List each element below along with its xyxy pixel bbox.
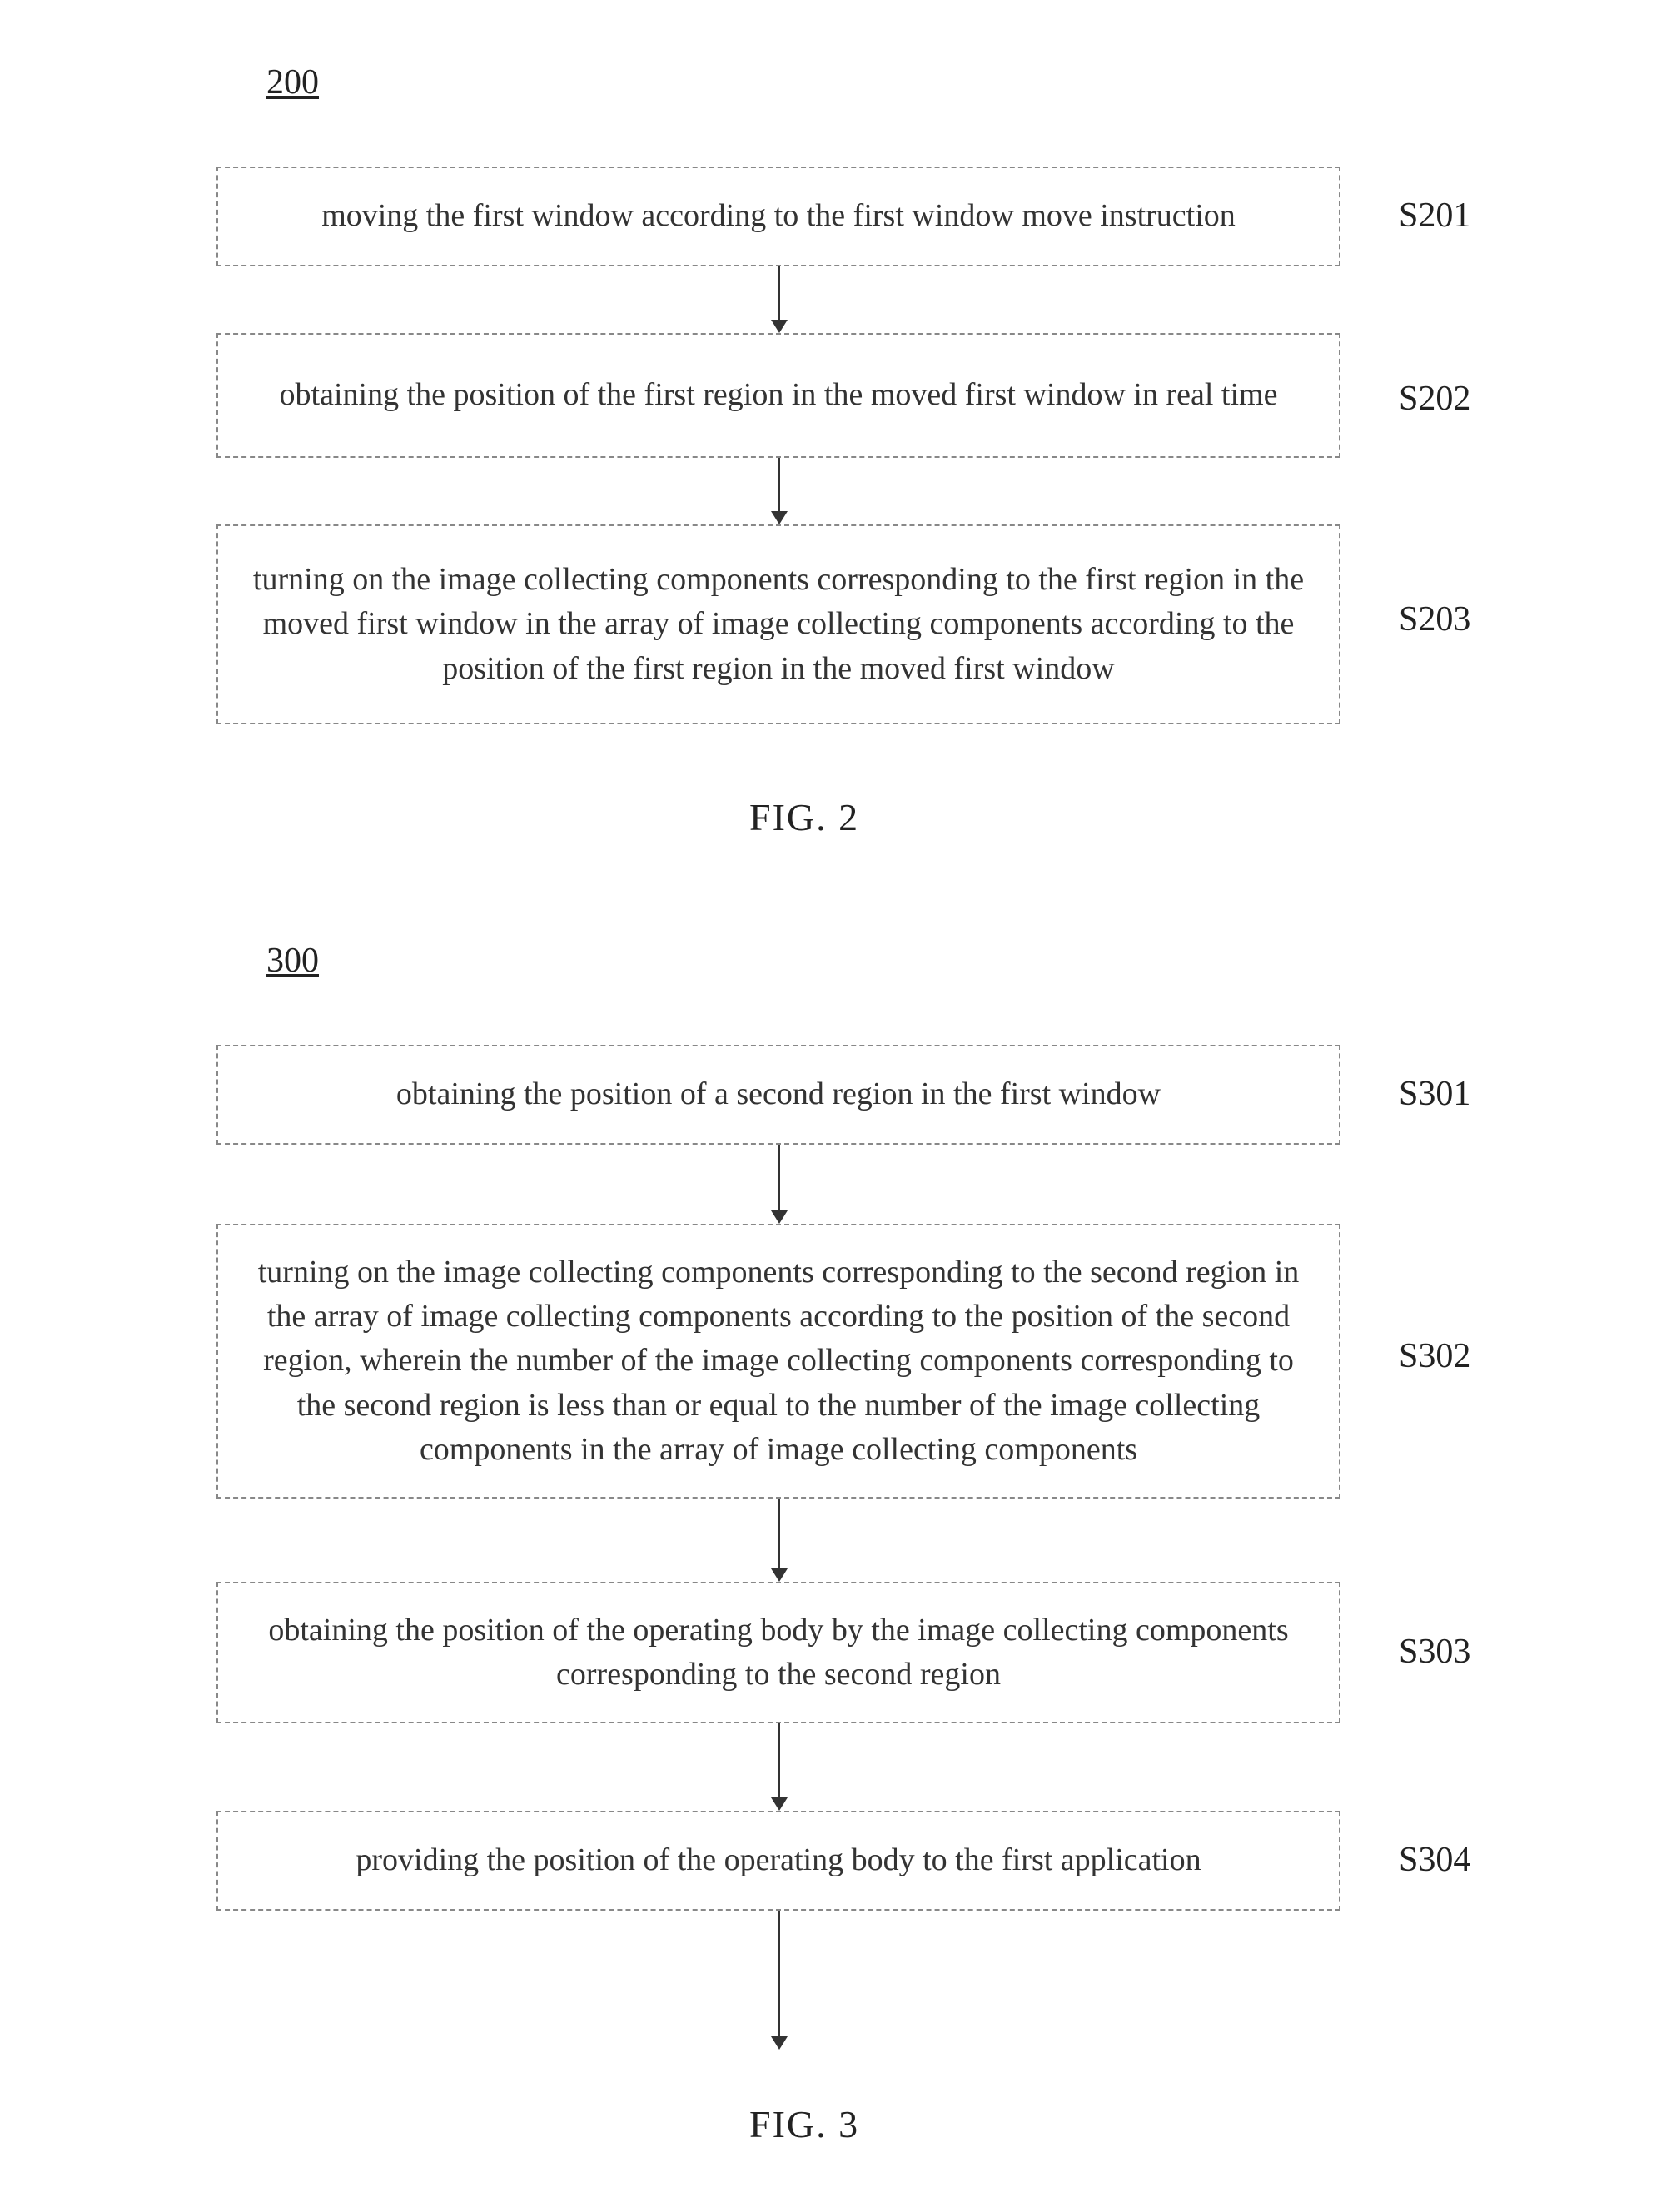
- arrow-s302-s303: [778, 1499, 780, 1580]
- step-label-s302: S302: [1399, 1336, 1470, 1376]
- node-s203: turning on the image collecting componen…: [216, 524, 1340, 724]
- node-s304-text: providing the position of the operating …: [356, 1838, 1201, 1882]
- arrow-s201-s202: [778, 266, 780, 331]
- arrow-s301-s302: [778, 1145, 780, 1222]
- node-s304: providing the position of the operating …: [216, 1811, 1340, 1911]
- node-s202-text: obtaining the position of the first regi…: [280, 373, 1278, 417]
- step-label-s304: S304: [1399, 1840, 1470, 1880]
- node-s301-text: obtaining the position of a second regio…: [396, 1072, 1161, 1116]
- node-s302: turning on the image collecting componen…: [216, 1224, 1340, 1499]
- node-s302-text: turning on the image collecting componen…: [251, 1250, 1305, 1472]
- node-s201: moving the first window according to the…: [216, 167, 1340, 266]
- step-label-s303: S303: [1399, 1632, 1470, 1672]
- figure-2-label: 200: [266, 62, 319, 102]
- arrow-s202-s203: [778, 458, 780, 523]
- figure-3-caption: FIG. 3: [749, 2102, 859, 2146]
- arrow-s303-s304: [778, 1723, 780, 1809]
- node-s201-text: moving the first window according to the…: [321, 194, 1236, 238]
- node-s203-text: turning on the image collecting componen…: [251, 558, 1305, 691]
- node-s301: obtaining the position of a second regio…: [216, 1045, 1340, 1145]
- node-s202: obtaining the position of the first regi…: [216, 333, 1340, 458]
- node-s303-text: obtaining the position of the operating …: [251, 1608, 1305, 1697]
- arrow-s304-end: [778, 1911, 780, 2048]
- step-label-s201: S201: [1399, 196, 1470, 236]
- step-label-s301: S301: [1399, 1074, 1470, 1114]
- node-s303: obtaining the position of the operating …: [216, 1582, 1340, 1723]
- step-label-s203: S203: [1399, 599, 1470, 639]
- figure-2-caption: FIG. 2: [749, 795, 859, 839]
- step-label-s202: S202: [1399, 379, 1470, 419]
- figure-3-label: 300: [266, 941, 319, 981]
